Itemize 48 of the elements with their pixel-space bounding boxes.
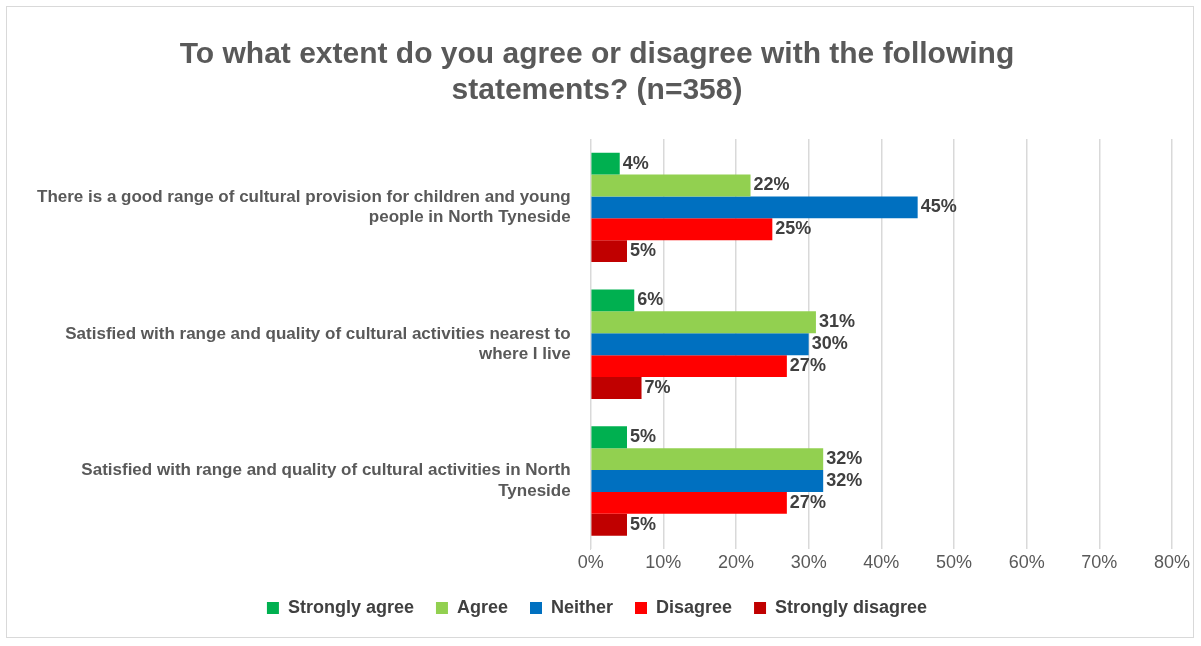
x-tick-label: 10% <box>645 552 682 573</box>
data-label: 5% <box>630 426 657 447</box>
y-tick-label: There is a good range of cultural provision for children and young people in North Tyneside <box>36 186 571 227</box>
bar <box>591 377 642 399</box>
data-label: 32% <box>826 469 863 490</box>
data-label: 6% <box>637 289 664 310</box>
x-tick-label: 70% <box>1081 552 1118 573</box>
bar <box>591 333 809 356</box>
data-label: 30% <box>811 333 848 354</box>
legend-label: Agree <box>456 596 508 617</box>
legend-label: Strongly agree <box>287 596 414 617</box>
x-tick-label: 20% <box>717 552 755 573</box>
legend-label: Strongly disagree <box>775 596 928 617</box>
bar <box>591 196 918 219</box>
legend-label: Disagree <box>655 596 733 617</box>
data-label: 5% <box>630 513 657 534</box>
bar <box>591 448 824 471</box>
x-tick-label: 30% <box>790 552 827 573</box>
data-label: 45% <box>920 196 957 217</box>
legend-label: Neither <box>550 596 613 617</box>
data-label: 22% <box>753 174 790 195</box>
bar <box>591 426 627 449</box>
bar <box>591 152 620 175</box>
data-label: 25% <box>775 218 812 239</box>
x-tick-label: 60% <box>1008 552 1045 573</box>
y-tick-label: Satisfied with range and quality of cultural activities in North Tyneside <box>81 460 571 500</box>
bar <box>591 289 635 312</box>
data-label: 7% <box>644 376 671 397</box>
x-tick-label: 40% <box>863 552 900 573</box>
data-label: 4% <box>622 152 649 173</box>
data-label: 27% <box>789 355 826 376</box>
data-label: 5% <box>630 240 657 261</box>
bar <box>591 355 787 378</box>
x-tick-label: 80% <box>1153 552 1190 573</box>
data-label: 31% <box>818 311 855 332</box>
bar <box>591 513 627 536</box>
bar <box>591 174 751 197</box>
bar <box>591 240 627 263</box>
data-label: 27% <box>789 491 826 512</box>
data-label: 32% <box>826 448 863 469</box>
bar <box>591 491 787 514</box>
chart-title: To what extent do you agree or disagree with the following statements? (n=358) <box>179 36 1015 106</box>
x-tick-label: 50% <box>935 552 973 573</box>
bar <box>591 470 824 492</box>
y-tick-label: Satisfied with range and quality of cultural activities nearest to where I live <box>65 323 571 364</box>
x-tick-label: 0% <box>577 552 604 573</box>
bar <box>591 311 816 334</box>
bar <box>591 218 773 241</box>
